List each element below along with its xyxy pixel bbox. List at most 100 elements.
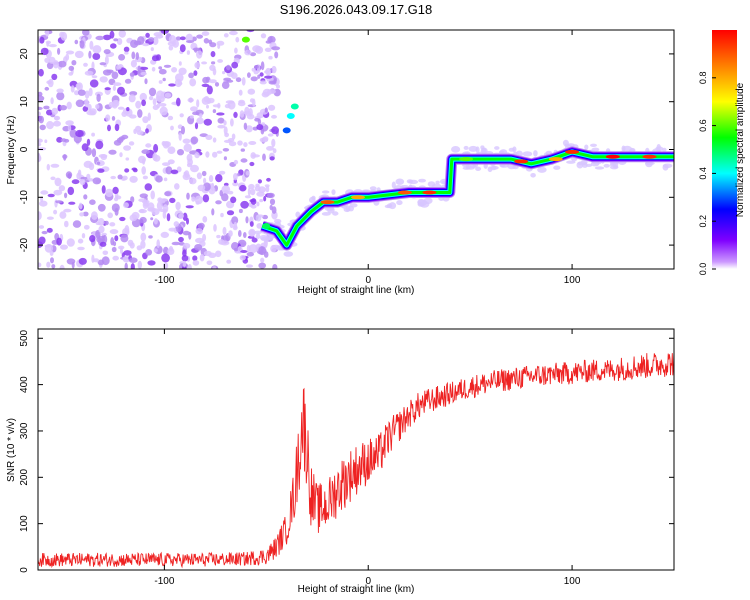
noise-blob [103, 49, 111, 55]
noise-blob [271, 65, 277, 74]
noise-blob [109, 229, 119, 235]
noise-blob [152, 98, 157, 106]
noise-blob [244, 195, 252, 199]
noise-blob [97, 203, 106, 212]
noise-blob [56, 91, 65, 101]
noise-blob [206, 85, 213, 95]
y-tick-label: -10 [19, 190, 30, 205]
ridge-halo [533, 150, 538, 157]
noise-blob [60, 31, 68, 41]
noise-blob [265, 185, 270, 193]
y-tick-label: 200 [19, 469, 30, 486]
noise-blob [272, 264, 278, 269]
noise-blob [84, 98, 89, 108]
noise-blob [230, 118, 234, 127]
noise-blob [102, 234, 108, 244]
ridge-halo [332, 211, 339, 216]
noise-blob [246, 30, 255, 33]
noise-blob [130, 196, 135, 203]
noise-blob [249, 221, 254, 227]
spectrogram-xlabel: Height of straight line (km) [298, 285, 415, 296]
noise-blob [153, 143, 159, 153]
noise-blob [222, 71, 226, 75]
noise-blob [65, 50, 75, 55]
noise-blob [187, 264, 192, 269]
noise-blob [84, 90, 90, 99]
noise-blob [47, 193, 55, 198]
noise-blob [98, 225, 105, 234]
noise-blob [170, 169, 179, 174]
noise-blob [147, 260, 156, 266]
noise-blob [96, 93, 101, 102]
noise-blob [60, 244, 68, 250]
noise-blob [113, 139, 122, 146]
noise-blob [222, 226, 227, 236]
noise-blob [74, 50, 84, 59]
noise-blob [203, 250, 212, 257]
noise-blob [251, 237, 258, 243]
noise-blob [48, 56, 56, 64]
noise-blob [246, 113, 255, 120]
noise-blob [102, 250, 109, 256]
colorbar-tick-label: 0.6 [698, 119, 708, 132]
noise-blob [215, 174, 223, 183]
noise-blob [150, 217, 154, 221]
noise-blob [111, 116, 116, 121]
ridge-halo [512, 165, 519, 170]
signal-blob [241, 36, 250, 43]
noise-blob [189, 115, 194, 119]
noise-blob [266, 177, 271, 182]
noise-blob [191, 36, 197, 42]
noise-blob [158, 103, 167, 107]
noise-blob [72, 220, 82, 228]
colorbar-tick-label: 0.4 [698, 167, 708, 180]
noise-blob [66, 258, 76, 265]
ridge-halo [417, 202, 425, 207]
noise-blob [86, 110, 96, 116]
noise-blob [137, 36, 145, 45]
noise-blob [91, 132, 95, 137]
noise-blob [141, 99, 147, 107]
snr-panel: -100 0 100 0 100 200 300 400 500 Height of stra… [6, 328, 675, 595]
noise-blob [271, 126, 279, 135]
noise-blob [271, 138, 276, 148]
noise-blob [79, 212, 85, 217]
noise-blob [257, 179, 262, 184]
noise-blob [46, 109, 53, 116]
noise-blob [38, 111, 41, 117]
ridge-halo [395, 178, 405, 185]
chart-title: S196.2026.043.09.17.G18 [280, 2, 433, 17]
ridge-peak [565, 149, 580, 154]
noise-blob [132, 168, 138, 173]
noise-blob [75, 83, 81, 89]
noise-blob [163, 177, 168, 182]
noise-blob [145, 249, 153, 256]
noise-blob [177, 81, 183, 86]
noise-blob [161, 253, 171, 263]
noise-blob [53, 189, 63, 196]
noise-blob [95, 35, 105, 41]
ridge-halo [584, 144, 589, 150]
noise-blob [109, 222, 116, 227]
noise-blob [63, 154, 67, 161]
x-tick-label: -100 [154, 576, 174, 587]
noise-blob [55, 200, 63, 204]
noise-blob [120, 234, 129, 243]
noise-blob [182, 138, 191, 144]
noise-blob [245, 216, 249, 224]
noise-blob [156, 239, 160, 249]
noise-blob [231, 133, 236, 140]
noise-blob [59, 211, 67, 219]
noise-blob [153, 218, 158, 225]
noise-blob [212, 109, 217, 114]
noise-blob [164, 191, 172, 197]
noise-blob [257, 74, 261, 79]
noise-blob [46, 163, 50, 171]
colorbar-tick-label: 0.2 [698, 215, 708, 228]
noise-blob [223, 33, 229, 38]
noise-blob [58, 60, 67, 68]
noise-blob [129, 72, 135, 77]
noise-blob [158, 68, 167, 75]
noise-blob [139, 92, 147, 102]
noise-blob [71, 179, 80, 185]
